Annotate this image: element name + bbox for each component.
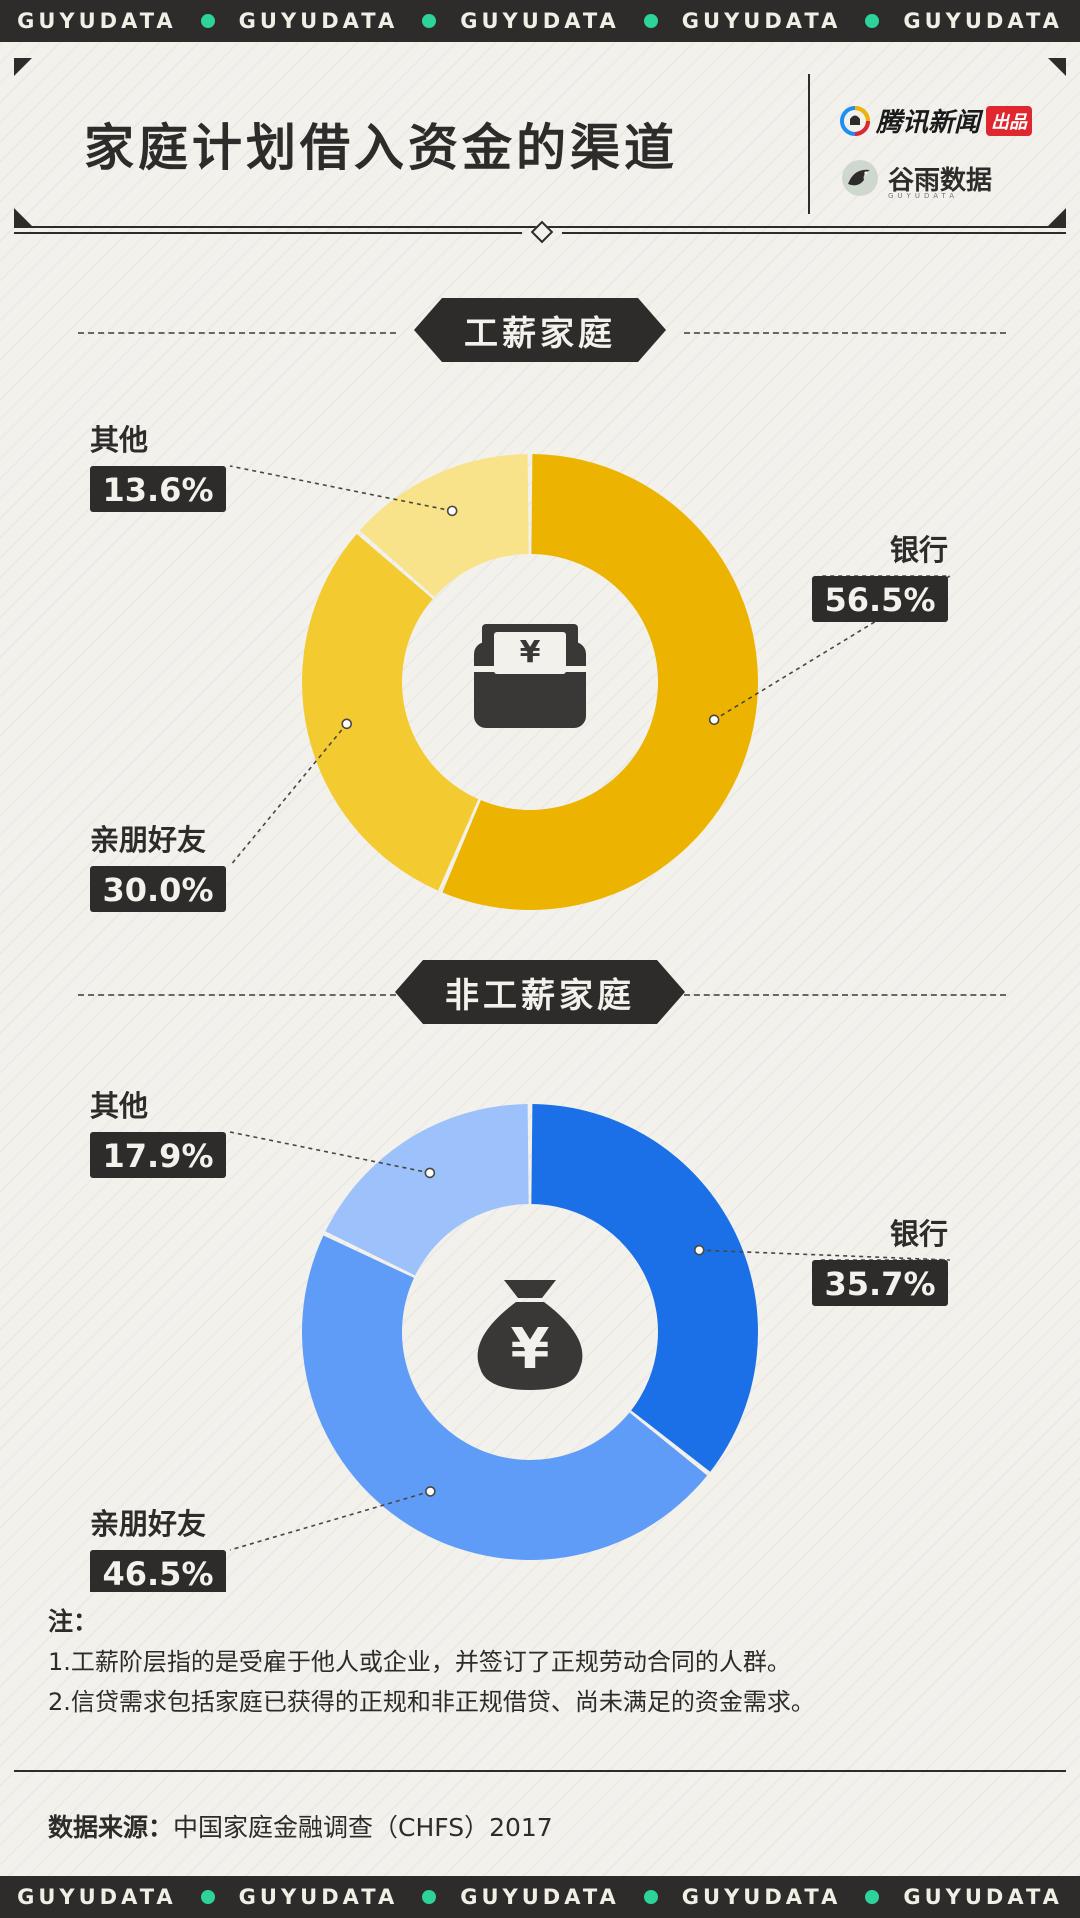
- source-label: 数据来源：: [48, 1813, 174, 1842]
- tencent-news-badge: 出品: [986, 105, 1033, 136]
- slice-value-badge: [812, 1260, 948, 1306]
- donut-slice-1: [531, 1104, 759, 1472]
- note-item: 1.工薪阶层指的是受雇于他人或企业，并签订了正规劳动合同的人群。: [48, 1648, 791, 1676]
- donut-slice-1: [442, 454, 759, 910]
- dot-icon: [643, 14, 658, 28]
- corner-mark: [1048, 208, 1066, 226]
- page-title: 家庭计划借入资金的渠道: [84, 119, 678, 177]
- slice-value: 56.5%: [824, 581, 935, 619]
- section-header-salaried: 工薪家庭: [0, 298, 1080, 368]
- ticker-text: GUYUDATA: [460, 9, 620, 33]
- header: 家庭计划借入资金的渠道 腾讯新闻 出品 谷雨数据 GUYUDATA: [14, 58, 1066, 228]
- slice-value-badge: [812, 576, 948, 622]
- slice-value-badge: [90, 1132, 226, 1178]
- svg-text:¥: ¥: [520, 635, 541, 670]
- tencent-news-icon: [840, 105, 870, 136]
- dot-icon: [422, 1890, 437, 1904]
- guyu-data-logo: 谷雨数据 GUYUDATA: [840, 158, 993, 200]
- ticker-text: GUYUDATA: [238, 1885, 399, 1909]
- dot-icon: [422, 14, 437, 28]
- header-rule: [14, 232, 522, 234]
- svg-text:¥: ¥: [511, 1317, 550, 1382]
- source-rule: [14, 1770, 1066, 1772]
- donut-chart-non-salaried: 银行 35.7% 亲朋好友 46.5% 其他 17.9% ¥: [90, 1089, 951, 1592]
- slice-value: 46.5%: [102, 1555, 213, 1592]
- leader-line: [229, 1131, 431, 1174]
- section-title: 非工薪家庭: [395, 960, 685, 1024]
- donut-slice-2: [301, 1235, 708, 1561]
- slice-value: 17.9%: [102, 1137, 213, 1175]
- top-ticker: GUYUDATA GUYUDATA GUYUDATA GUYUDATA GUYU…: [0, 0, 1080, 42]
- slice-value-badge: [90, 1550, 226, 1592]
- leader-dot: [341, 718, 353, 730]
- dashed-rule: [684, 994, 1006, 996]
- ticker-text: GUYUDATA: [17, 9, 177, 33]
- ticker-text: GUYUDATA: [903, 1885, 1063, 1909]
- section-title: 工薪家庭: [414, 298, 666, 362]
- guyu-data-subtitle: GUYUDATA: [888, 192, 958, 200]
- dot-icon: [200, 14, 215, 28]
- corner-mark: [14, 58, 32, 76]
- dashed-rule: [78, 332, 396, 334]
- bottom-ticker: GUYUDATA GUYUDATA GUYUDATA GUYUDATA GUYU…: [0, 1876, 1080, 1918]
- data-source: 数据来源：中国家庭金融调查（CHFS）2017: [48, 1808, 553, 1844]
- dashed-rule: [684, 332, 1006, 334]
- ticker-text: GUYUDATA: [460, 1885, 620, 1909]
- corner-mark: [1048, 58, 1066, 76]
- donut-slice-3: [325, 1104, 529, 1276]
- ticker-text: GUYUDATA: [903, 9, 1063, 33]
- donut-slice-2: [301, 533, 479, 891]
- leader-dot: [708, 714, 720, 726]
- ticker-text: GUYUDATA: [238, 9, 399, 33]
- slice-label: 其他: [90, 1089, 148, 1123]
- dashed-rule: [78, 994, 396, 996]
- header-rule: [562, 232, 1066, 234]
- dot-icon: [643, 1890, 658, 1904]
- wallet-yuan-icon: ¥: [474, 624, 586, 728]
- dot-icon: [865, 1890, 880, 1904]
- slice-value: 30.0%: [102, 871, 213, 909]
- donut-slice-3: [359, 454, 529, 597]
- money-bag-yuan-icon: ¥: [477, 1280, 583, 1390]
- slice-label: 亲朋好友: [90, 1507, 206, 1541]
- slice-label: 银行: [890, 1217, 948, 1251]
- ticker-text: GUYUDATA: [681, 9, 842, 33]
- notes: 注： 1.工薪阶层指的是受雇于他人或企业，并签订了正规劳动合同的人群。 2.信贷…: [48, 1602, 1038, 1722]
- dot-icon: [865, 14, 880, 28]
- leader-dot: [424, 1167, 436, 1179]
- guyu-bird-icon: [842, 160, 878, 196]
- guyu-data-name: 谷雨数据: [888, 165, 993, 196]
- infographic-paper: 家庭计划借入资金的渠道 腾讯新闻 出品 谷雨数据 GUYUDATA: [0, 42, 1080, 1876]
- leader-line: [229, 465, 453, 512]
- header-divider: [808, 74, 810, 214]
- slice-value-badge: [90, 866, 226, 912]
- slice-value: 35.7%: [824, 1265, 935, 1303]
- note-item: 2.信贷需求包括家庭已获得的正规和非正规借贷、尚未满足的资金需求。: [48, 1688, 815, 1716]
- ticker-text: GUYUDATA: [17, 1885, 177, 1909]
- notes-heading: 注：: [48, 1607, 99, 1636]
- ticker-text: GUYUDATA: [681, 1885, 842, 1909]
- donut-chart-salaried: 银行 56.5% 亲朋好友 30.0% 其他 13.6% ¥: [90, 423, 953, 912]
- section-header-non-salaried: 非工薪家庭: [0, 960, 1080, 1030]
- slice-value-badge: [90, 466, 226, 512]
- slice-label: 银行: [890, 533, 948, 567]
- source-text: 中国家庭金融调查（CHFS）2017: [173, 1813, 553, 1842]
- leader-dot: [446, 505, 458, 517]
- slice-label: 亲朋好友: [90, 823, 206, 857]
- leader-line: [229, 723, 348, 867]
- leader-dot: [693, 1244, 705, 1256]
- dot-icon: [200, 1890, 215, 1904]
- slice-label: 其他: [90, 423, 148, 457]
- tencent-news-name: 腾讯新闻: [876, 108, 981, 138]
- slice-value: 13.6%: [102, 471, 213, 509]
- leader-line: [229, 1490, 431, 1551]
- leader-dot: [425, 1486, 436, 1497]
- tencent-news-logo: 腾讯新闻 出品: [840, 102, 1033, 139]
- corner-mark: [14, 208, 32, 226]
